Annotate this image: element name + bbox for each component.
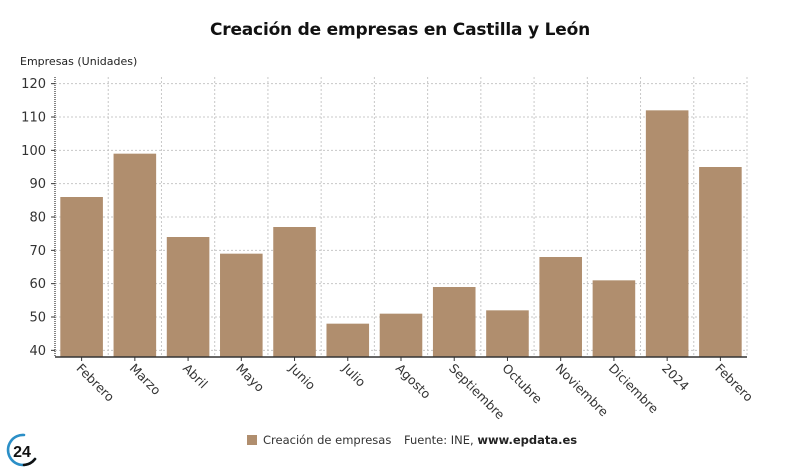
source-prefix: Fuente: INE, [404, 433, 478, 447]
y-tick-label: 60 [29, 277, 46, 292]
x-tick-label: Agosto [393, 361, 434, 402]
x-tick-label: Abril [180, 361, 211, 392]
y-tick-label: 110 [21, 111, 46, 126]
bar [539, 257, 582, 357]
y-tick-label: 120 [21, 77, 46, 92]
x-tick-label: Junio [286, 360, 319, 393]
bar [379, 313, 423, 357]
legend-swatch [247, 435, 257, 445]
y-tick-label: 80 [29, 211, 46, 226]
bar [273, 227, 316, 357]
x-tick-label: Marzo [127, 361, 164, 398]
bar [220, 253, 263, 357]
logo-text: 24 [13, 444, 31, 461]
bar [166, 237, 210, 357]
y-tick-label: 100 [21, 144, 46, 159]
source-note: Fuente: INE, www.epdata.es [404, 433, 577, 447]
x-tick-label: Febrero [712, 361, 756, 405]
x-tick-label: Febrero [73, 361, 117, 405]
source-site: www.epdata.es [477, 433, 578, 447]
bar [432, 287, 476, 357]
x-tick-label: Septiembre [446, 361, 508, 423]
x-tick-label: Noviembre [553, 361, 612, 420]
epdata-24-logo-icon: 24 [6, 433, 37, 467]
y-tick-label: 90 [29, 177, 46, 192]
x-tick-label: Julio [339, 360, 369, 390]
bar [60, 197, 103, 357]
x-tick-label: Diciembre [606, 361, 662, 417]
chart-title: Creación de empresas en Castilla y León [210, 20, 590, 40]
bar [486, 310, 529, 357]
legend-label: Creación de empresas [263, 433, 392, 447]
bar [113, 153, 157, 357]
x-tick-label: 2024 [659, 361, 692, 394]
y-tick-label: 40 [29, 344, 46, 359]
legend: Creación de empresas [247, 433, 391, 447]
y-tick-label: 50 [29, 311, 46, 326]
bar [592, 280, 636, 357]
bar [645, 110, 689, 357]
y-axis-label: Empresas (Unidades) [20, 55, 138, 68]
bar [326, 323, 370, 357]
x-tick-label: Octubre [499, 361, 545, 407]
x-tick-label: Mayo [233, 361, 267, 395]
y-tick-label: 70 [29, 244, 46, 259]
bar [699, 167, 742, 357]
